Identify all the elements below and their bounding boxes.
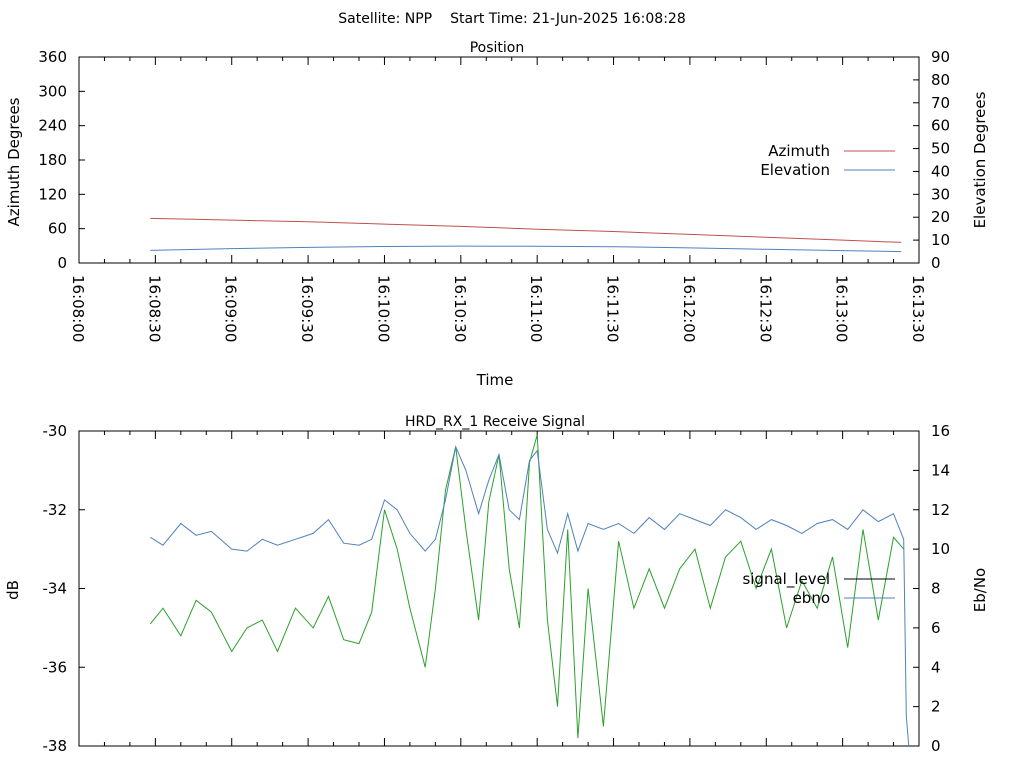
position-ytick-label: 180 <box>38 151 67 169</box>
signal-y2tick-label: 4 <box>931 658 941 676</box>
figure-header: Satellite: NPP Start Time: 21-Jun-2025 16… <box>338 11 685 27</box>
signal-ytick-label: -38 <box>43 737 68 755</box>
signal-ylabel: dB <box>4 580 22 600</box>
signal-y2tick-label: 10 <box>931 540 950 558</box>
position-y2label: Elevation Degrees <box>971 91 989 228</box>
position-ytick-label: 120 <box>38 185 67 203</box>
signal-title: HRD_RX_1 Receive Signal <box>405 414 585 430</box>
position-xtick-label: 16:11:00 <box>527 275 545 342</box>
position-y2tick-label: 80 <box>931 71 950 89</box>
position-y2tick-label: 70 <box>931 94 950 112</box>
position-y2tick-label: 40 <box>931 162 950 180</box>
signal-y2tick-label: 0 <box>931 737 941 755</box>
signal-ytick-label: -36 <box>43 658 68 676</box>
signal-y2tick-label: 8 <box>931 580 941 598</box>
position-ylabel: Azimuth Degrees <box>5 97 23 226</box>
position-y2tick-label: 0 <box>931 254 941 272</box>
signal-y2tick-label: 16 <box>931 422 950 440</box>
position-xtick-label: 16:13:00 <box>833 275 851 342</box>
series-signal-level-line <box>149 434 905 739</box>
series-azimuth-line <box>150 217 902 243</box>
legend-label-signal-level: signal_level <box>742 570 830 589</box>
position-xlabel: Time <box>476 371 514 389</box>
position-plot-frame <box>78 56 920 264</box>
position-ytick-label: 360 <box>38 48 67 66</box>
legend-label-elevation: Elevation <box>760 161 830 179</box>
header-start-time: Start Time: 21-Jun-2025 16:08:28 <box>450 11 686 27</box>
signal-y2tick-label: 6 <box>931 619 941 637</box>
position-title: Position <box>470 40 525 56</box>
signal-ytick-label: -34 <box>43 580 68 598</box>
position-y2tick-label: 10 <box>931 231 950 249</box>
position-xtick-label: 16:10:00 <box>374 275 392 342</box>
position-y2tick-label: 50 <box>931 140 950 158</box>
position-xtick-label: 16:10:30 <box>451 275 469 342</box>
signal-y2label: Eb/No <box>971 568 989 612</box>
position-xtick-label: 16:08:30 <box>145 275 163 342</box>
position-xtick-label: 16:12:00 <box>680 275 698 342</box>
signal-chart: HRD_RX_1 Receive Signal dB Eb/No -30 -32 -… <box>4 414 989 755</box>
position-xtick-label: 16:09:00 <box>222 275 240 342</box>
position-ytick-label: 60 <box>48 220 67 238</box>
position-xtick-label: 16:11:30 <box>604 275 622 342</box>
position-xtick-label: 16:09:30 <box>298 275 316 342</box>
position-y2tick-label: 60 <box>931 117 950 135</box>
position-y2tick-label: 20 <box>931 208 950 226</box>
signal-ytick-label: -30 <box>43 422 68 440</box>
series-ebno-line <box>150 445 910 747</box>
position-y2tick-label: 90 <box>931 48 950 66</box>
position-xtick-label: 16:13:30 <box>909 275 927 342</box>
position-ytick-label: 300 <box>38 82 67 100</box>
signal-y2tick-label: 14 <box>931 461 950 479</box>
signal-y2tick-label: 12 <box>931 501 950 519</box>
position-ytick-label: 240 <box>38 117 67 135</box>
header-satellite: Satellite: NPP <box>338 11 432 27</box>
series-elevation-line <box>150 245 902 253</box>
position-xtick-label: 16:12:30 <box>756 275 774 342</box>
legend-label-azimuth: Azimuth <box>768 142 830 160</box>
position-xtick-label: 16:08:00 <box>69 275 87 342</box>
position-y2tick-label: 30 <box>931 185 950 203</box>
signal-y2tick-label: 2 <box>931 698 941 716</box>
signal-ytick-label: -32 <box>43 501 68 519</box>
position-ytick-label: 0 <box>57 254 67 272</box>
position-chart: Position Time Azimuth Degrees Elevation … <box>5 40 989 389</box>
legend-label-ebno: ebno <box>793 589 830 607</box>
